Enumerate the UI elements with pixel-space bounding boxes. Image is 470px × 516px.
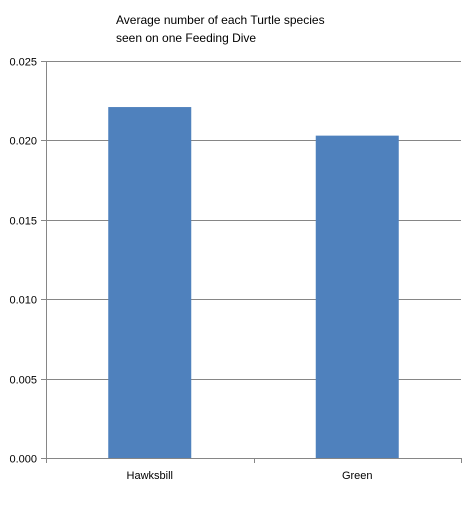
y-tick-label: 0.000 <box>9 454 37 466</box>
bar-hawksbill <box>108 107 192 458</box>
chart-title-line-1: Average number of each Turtle species <box>116 13 325 27</box>
y-tick-label: 0.020 <box>9 136 37 148</box>
x-tick-label: Green <box>342 470 373 482</box>
chart-title: Average number of each Turtle species se… <box>116 11 416 47</box>
chart-title-line-2: seen on one Feeding Dive <box>116 31 257 45</box>
axes <box>41 61 462 463</box>
y-tick-label: 0.010 <box>9 295 37 307</box>
y-tick-label: 0.015 <box>9 216 37 228</box>
y-tick-label: 0.005 <box>9 375 37 387</box>
bar-green <box>315 135 399 459</box>
y-tick-label: 0.025 <box>9 57 37 69</box>
bars <box>108 107 399 459</box>
x-tick-label: Hawksbill <box>127 470 173 482</box>
tick-labels: 0.000 0.005 0.010 0.015 0.020 0.025 Hawksbill G… <box>9 57 372 483</box>
